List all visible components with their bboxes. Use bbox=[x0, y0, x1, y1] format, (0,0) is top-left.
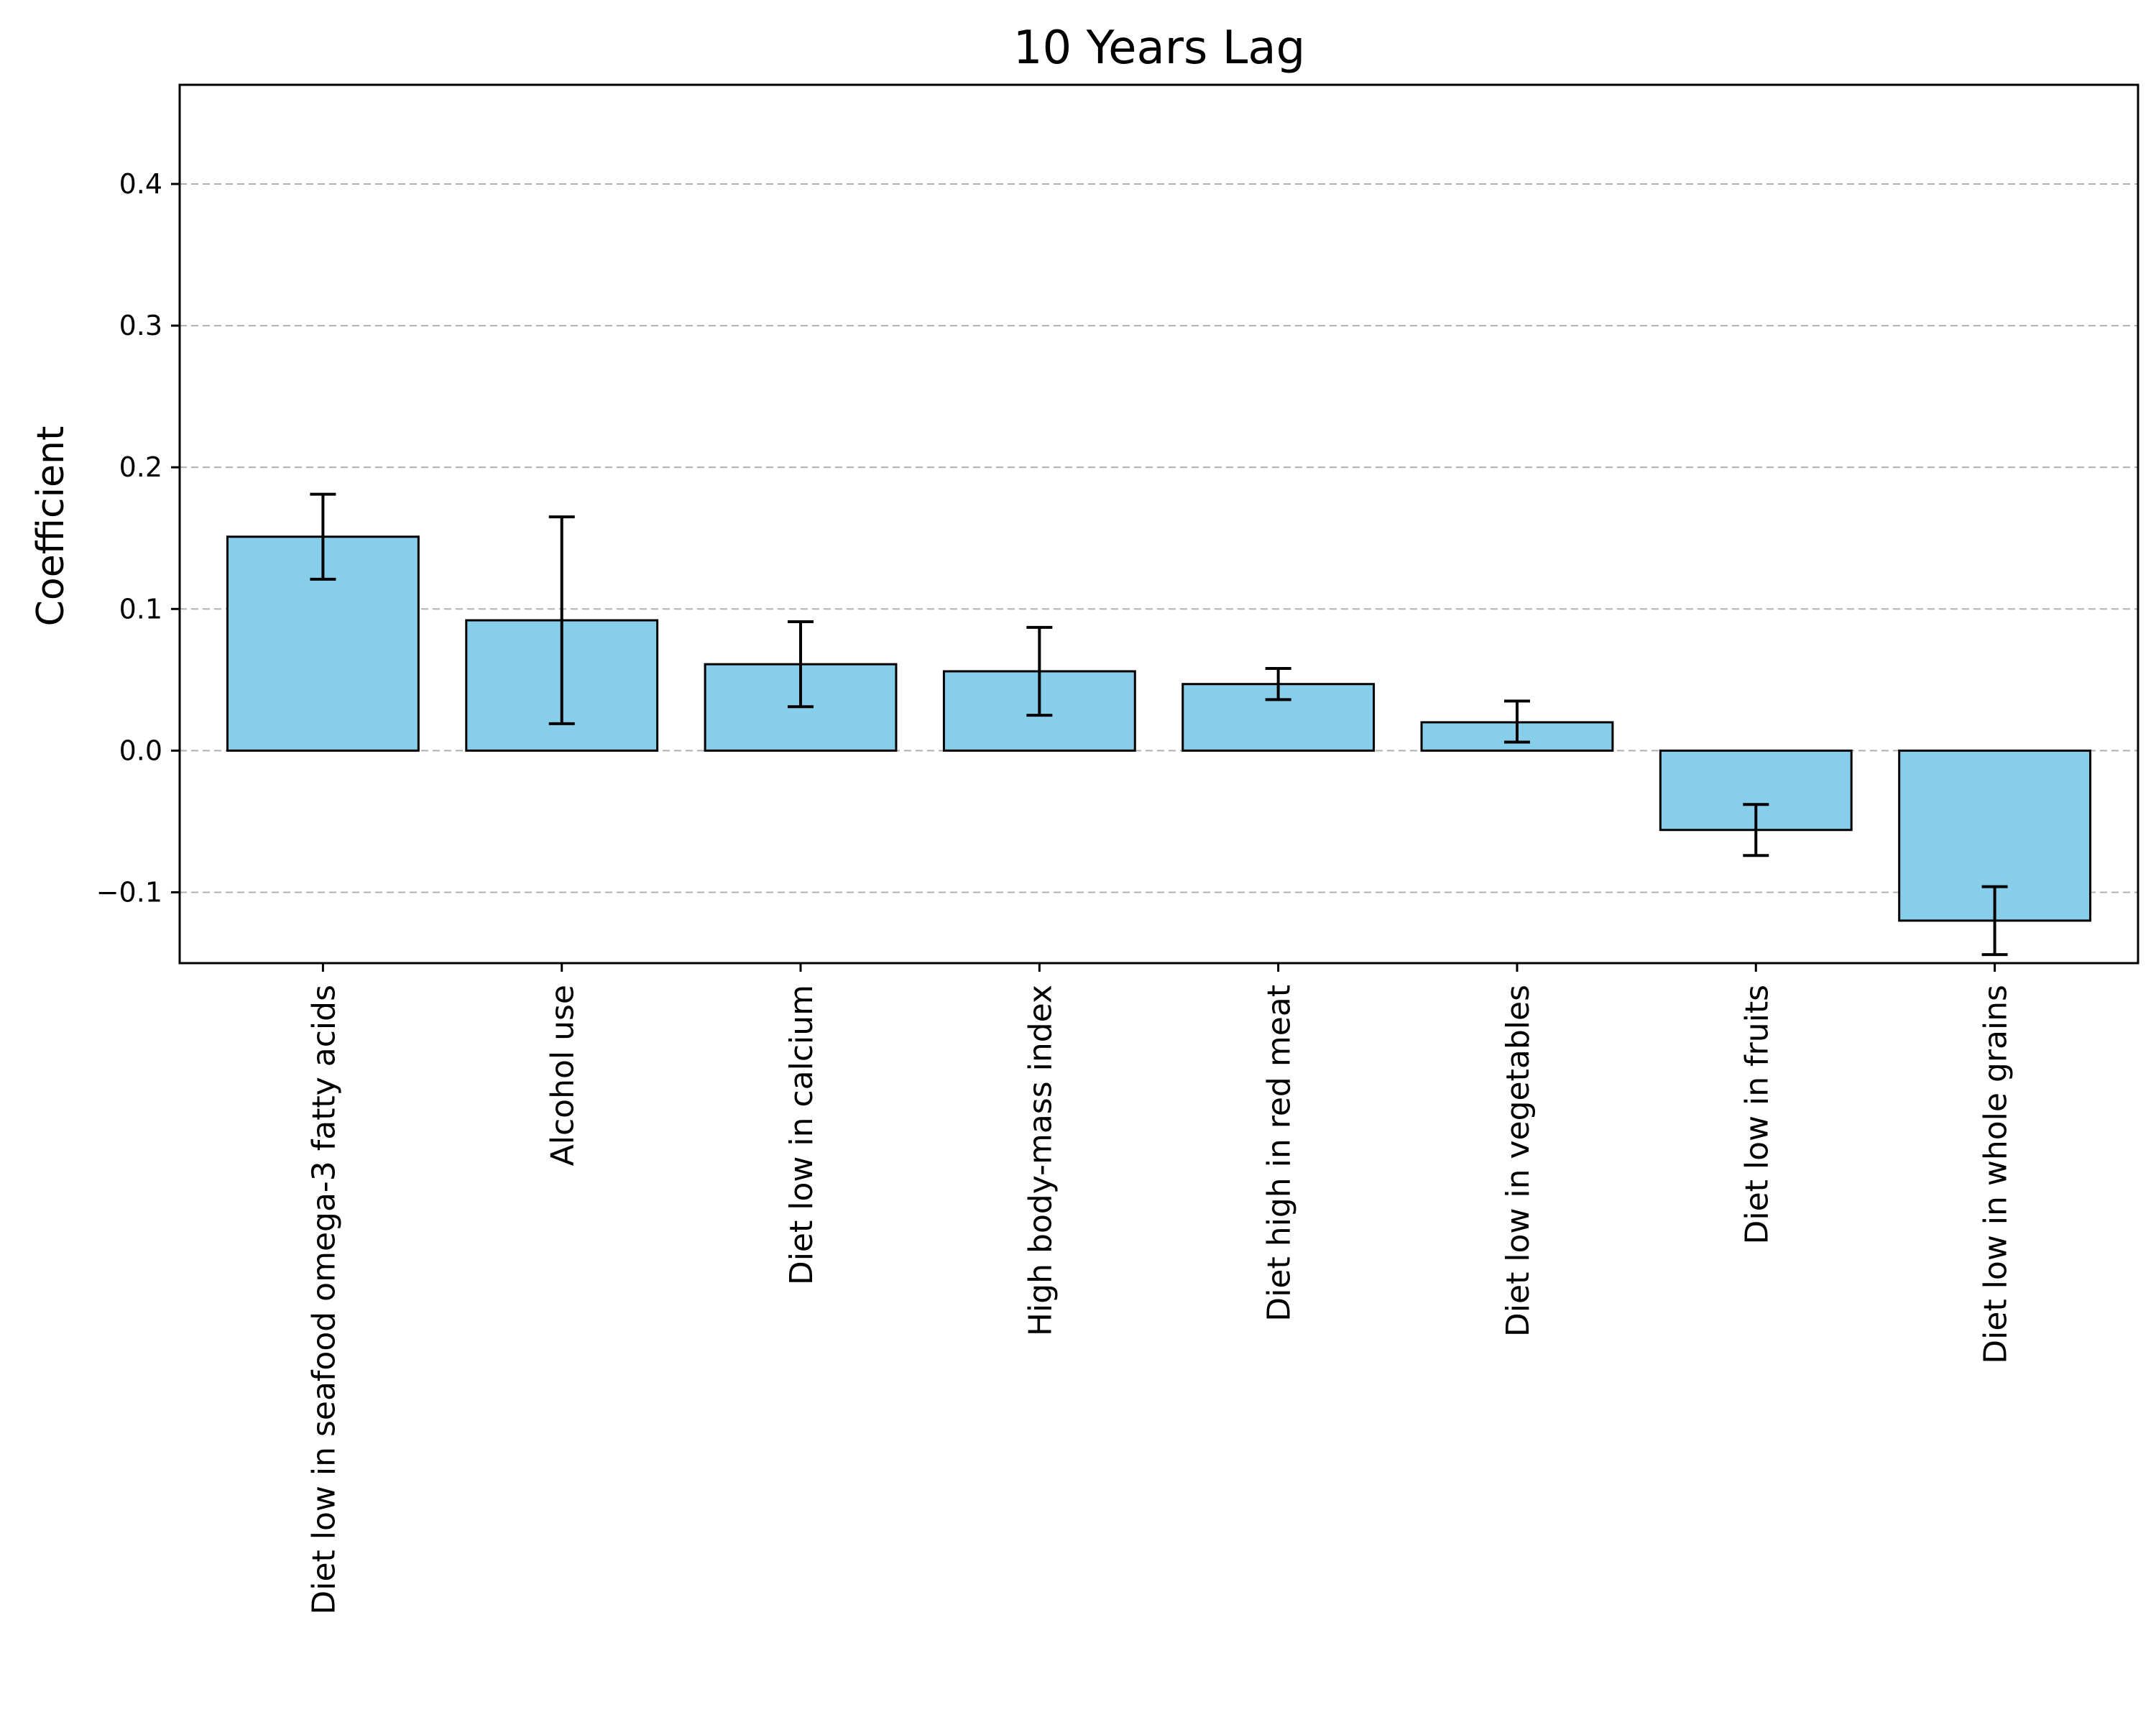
bars bbox=[226, 535, 2092, 922]
error-bars bbox=[310, 492, 2008, 957]
x-tick-label: Diet low in fruits bbox=[1738, 985, 1775, 1245]
x-tick-label: Diet low in calcium bbox=[783, 985, 820, 1285]
plot-frame bbox=[178, 83, 2139, 965]
x-tick-label: Diet low in whole grains bbox=[1978, 985, 2014, 1364]
y-tick-label: 0.1 bbox=[119, 593, 162, 625]
chart-title: 10 Years Lag bbox=[1013, 22, 1305, 75]
y-axis-label: Coefficient bbox=[29, 426, 73, 627]
x-axis-ticks: Diet low in seafood omega-3 fatty acids A… bbox=[305, 963, 2014, 1615]
y-tick-label: 0.0 bbox=[119, 735, 162, 766]
y-axis-ticks: −0.1 0.0 0.1 0.2 0.3 0.4 bbox=[96, 168, 180, 908]
x-tick-label: Diet low in seafood omega-3 fatty acids bbox=[305, 985, 342, 1615]
x-tick-label: Diet low in vegetables bbox=[1500, 985, 1537, 1337]
y-tick-label: −0.1 bbox=[96, 876, 162, 908]
x-tick-label: Diet high in red meat bbox=[1261, 985, 1298, 1322]
error-bar bbox=[788, 620, 814, 709]
bar bbox=[1659, 749, 1853, 832]
error-bar bbox=[310, 492, 336, 581]
error-bar bbox=[1743, 803, 1769, 857]
y-tick-label: 0.2 bbox=[119, 451, 162, 483]
error-bar bbox=[548, 515, 575, 725]
error-bar bbox=[1026, 625, 1053, 717]
y-tick-label: 0.4 bbox=[119, 168, 162, 200]
error-bar bbox=[1503, 699, 1530, 744]
x-tick-label: Alcohol use bbox=[545, 985, 581, 1166]
error-bar bbox=[1981, 885, 2008, 957]
error-bar bbox=[1265, 667, 1291, 702]
bar bbox=[1181, 683, 1376, 752]
x-tick-label: High body-mass index bbox=[1022, 985, 1059, 1336]
y-tick-label: 0.3 bbox=[119, 310, 162, 341]
